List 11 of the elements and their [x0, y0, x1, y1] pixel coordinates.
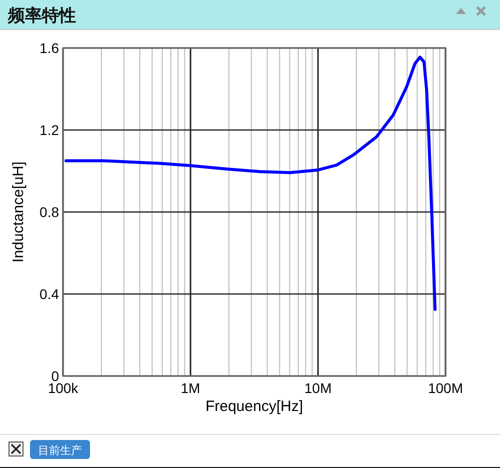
text: 目前生产 [38, 444, 82, 457]
y-axis-title: Inductance[uH] [10, 162, 27, 262]
y-tick-label: 1.2 [40, 122, 60, 138]
y-tick-label: 0.4 [40, 286, 60, 302]
x-axis-title: Frequency[Hz] [205, 398, 304, 415]
y-tick-label: 1.6 [40, 40, 60, 56]
x-tick-label: 100M [428, 380, 464, 396]
chart-title: 频率特性 [7, 6, 76, 26]
x-tick-label: 10M [304, 380, 332, 396]
x-tick-label: 1M [180, 380, 200, 396]
y-tick-label: 0.8 [40, 204, 60, 220]
